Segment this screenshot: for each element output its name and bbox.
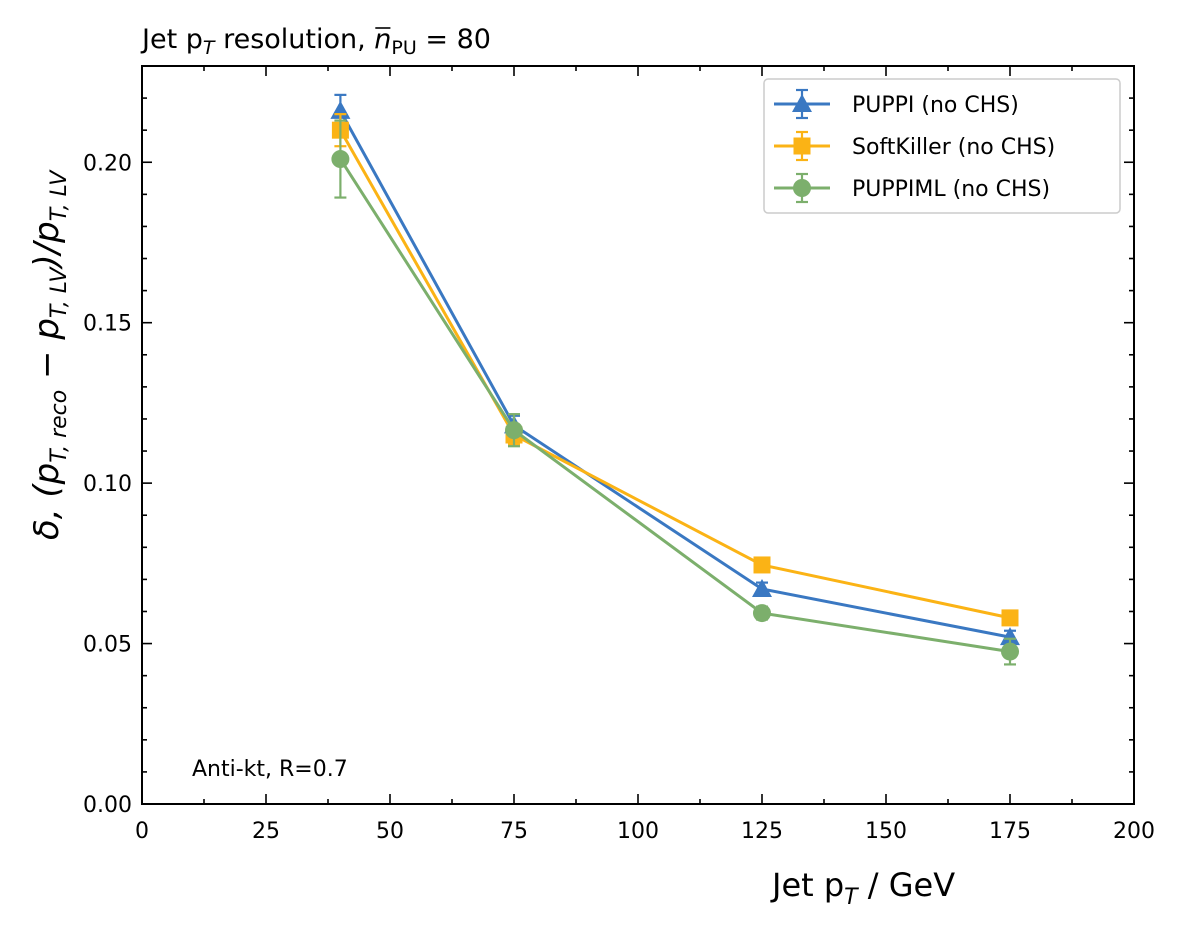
data-point (1001, 642, 1019, 661)
legend-label: SoftKiller (no CHS) (852, 135, 1055, 160)
x-tick-label: 0 (135, 819, 149, 844)
series-line (339, 110, 1011, 639)
x-tick-label: 75 (500, 819, 528, 844)
legend-label: PUPPI (no CHS) (852, 93, 1019, 118)
legend-marker (793, 137, 811, 155)
series-circle (331, 119, 1019, 666)
data-point (1001, 609, 1019, 627)
y-tick-label: 0.20 (83, 151, 132, 176)
data-point (753, 604, 771, 623)
legend-box (763, 78, 1121, 214)
y-tick-label: 0.05 (83, 633, 132, 658)
x-tick-label: 150 (865, 819, 907, 844)
legend: PUPPI (no CHS) SoftKiller (no CHS) PUPPIML… (763, 78, 1121, 214)
data-point (331, 150, 350, 169)
x-tick-label: 175 (989, 819, 1031, 844)
legend-marker (792, 94, 812, 112)
x-axis-label: Jet pT / GeV (770, 866, 955, 910)
legend-entry: PUPPI (no CHS) (774, 88, 1019, 120)
chart-title: Jet pT resolution, nPU = 80 (140, 24, 491, 59)
legend-marker (793, 179, 811, 197)
x-tick-label: 25 (252, 819, 280, 844)
series-layer (330, 93, 1020, 666)
series-line (339, 158, 1011, 654)
y-tick-label: 0.00 (83, 793, 132, 818)
legend-entry: SoftKiller (no CHS) (774, 130, 1055, 162)
y-tick-labels: 0.00 0.05 0.10 0.15 0.20 (83, 151, 132, 818)
data-point (753, 556, 771, 574)
data-point (752, 579, 772, 598)
y-axis-label: δ, (pT, reco − pT, LV)/pT, LV (27, 169, 72, 540)
algorithm-annotation: Anti-kt, R=0.7 (192, 757, 348, 782)
legend-entry: PUPPIML (no CHS) (774, 172, 1050, 204)
axis-ticks (141, 65, 1135, 805)
data-point (505, 421, 523, 440)
y-tick-label: 0.15 (83, 312, 132, 337)
x-tick-labels: 0 25 50 75 100 125 150 175 200 (135, 819, 1155, 844)
y-tick-label: 0.10 (83, 472, 132, 497)
x-tick-label: 100 (617, 819, 659, 844)
legend-label: PUPPIML (no CHS) (852, 177, 1050, 202)
data-point (1000, 627, 1020, 646)
series-line (339, 129, 1011, 620)
x-tick-label: 125 (741, 819, 783, 844)
x-tick-label: 50 (376, 819, 404, 844)
x-tick-label: 200 (1113, 819, 1155, 844)
